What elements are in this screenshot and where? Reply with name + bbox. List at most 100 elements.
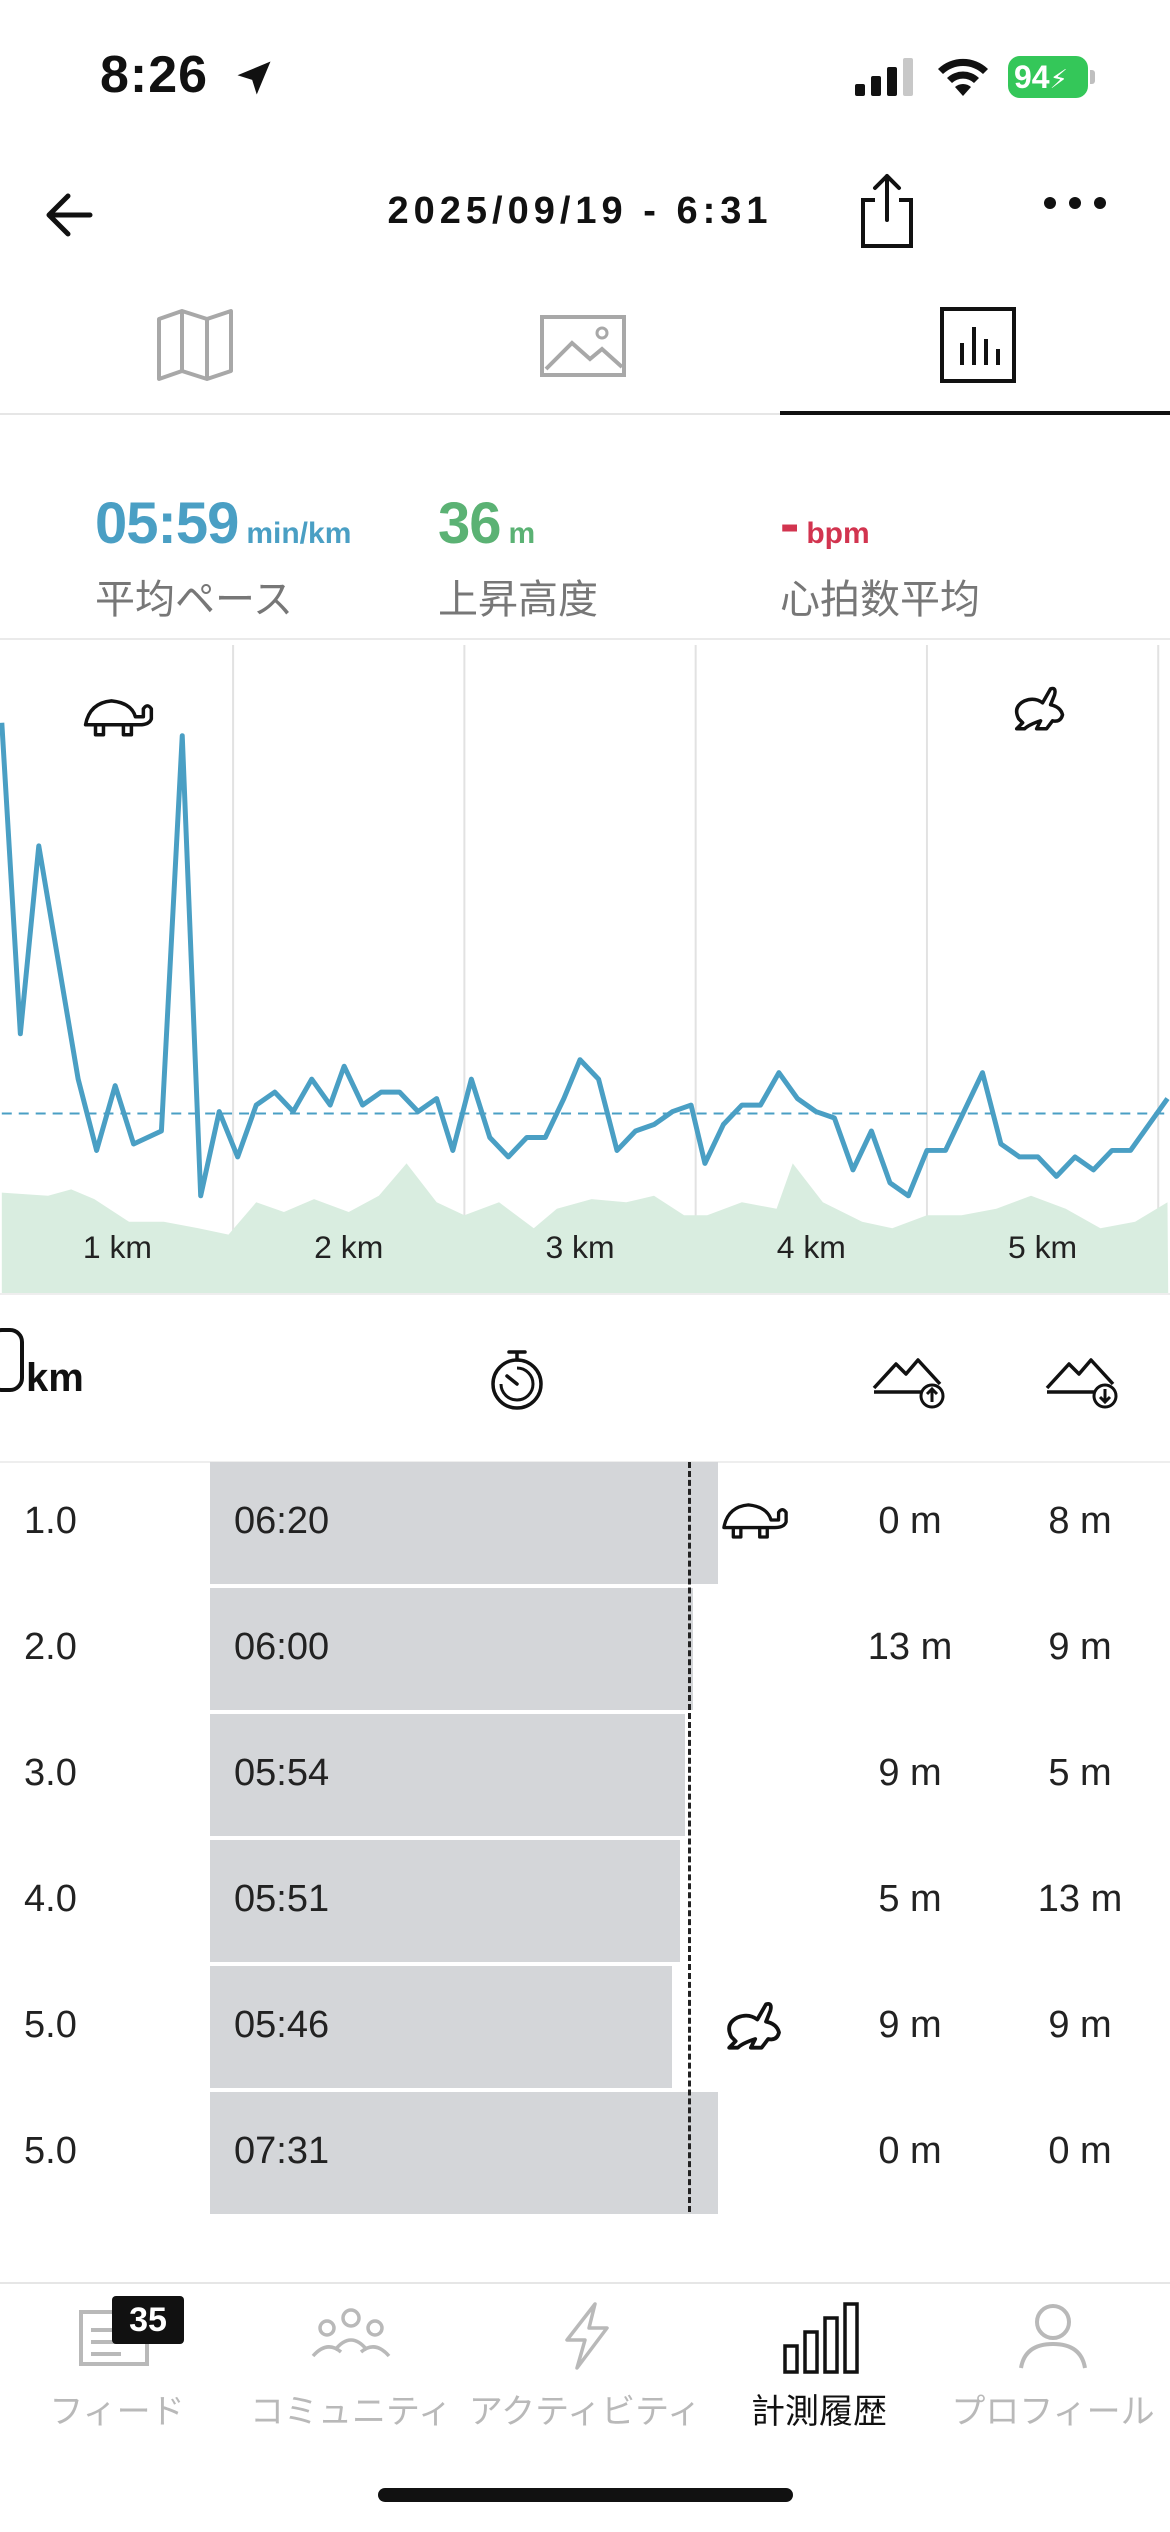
km-tick-label: 5 km bbox=[1008, 1229, 1077, 1265]
split-ascent: 5 m bbox=[878, 1878, 942, 1920]
km-column-header: km bbox=[26, 1356, 84, 1400]
community-label: コミュニティ bbox=[250, 2393, 452, 2431]
split-row: 3.0 05:54 9 m 5 m bbox=[0, 1714, 1170, 1840]
split-row: 5.0 05:46 9 m 9 m bbox=[0, 1966, 1170, 2092]
tab-community[interactable]: コミュニティ bbox=[234, 2284, 468, 2444]
average-split-line bbox=[688, 1462, 691, 2212]
profile-label: プロフィール bbox=[951, 2393, 1155, 2431]
split-time: 05:46 bbox=[234, 2004, 330, 2046]
split-pace-bar bbox=[210, 1588, 693, 1710]
profile-icon bbox=[1019, 2304, 1087, 2369]
tab-stats[interactable] bbox=[780, 285, 1170, 415]
split-row: 2.0 06:00 13 m 9 m bbox=[0, 1588, 1170, 1714]
avg-pace-value: 05:59 bbox=[95, 491, 239, 556]
wifi-icon bbox=[938, 58, 988, 96]
pace-line bbox=[0, 722, 1170, 1199]
split-time: 05:51 bbox=[234, 1878, 330, 1920]
split-descent: 9 m bbox=[1048, 1626, 1112, 1668]
tab-history[interactable]: 計測履歴 bbox=[702, 2284, 936, 2444]
battery-cap bbox=[1090, 70, 1095, 84]
home-indicator bbox=[378, 2488, 793, 2502]
avg-pace-label: 平均ペース bbox=[95, 578, 293, 622]
split-km: 2.0 bbox=[24, 1626, 77, 1668]
status-bar: 8:26 94⚡ bbox=[0, 0, 1170, 150]
cellular-signal-icon bbox=[855, 58, 913, 96]
stat-heart-rate: - bpm 心拍数平均 bbox=[780, 490, 980, 625]
ascent-value: 36 bbox=[438, 491, 502, 556]
split-row: 4.0 05:51 5 m 13 m bbox=[0, 1840, 1170, 1966]
map-icon bbox=[157, 309, 233, 381]
km-tick-label: 3 km bbox=[545, 1229, 614, 1265]
split-km: 5.0 bbox=[24, 2004, 77, 2046]
split-pace-bar bbox=[210, 2092, 718, 2214]
activity-label: アクティビティ bbox=[468, 2393, 702, 2431]
split-row: 1.0 06:20 0 m 8 m bbox=[0, 1462, 1170, 1588]
split-ascent: 9 m bbox=[878, 2004, 942, 2046]
elevation-area bbox=[1, 1163, 1169, 1293]
page-title: 2025/09/19 - 6:31 bbox=[387, 190, 773, 232]
split-ascent: 0 m bbox=[878, 1500, 942, 1542]
avg-pace-unit: min/km bbox=[246, 517, 352, 550]
tab-activity[interactable]: アクティビティ bbox=[468, 2284, 702, 2444]
pace-elevation-chart: 1 km 2 km 3 km 4 km 5 km bbox=[0, 645, 1170, 1295]
rabbit-fast-icon bbox=[1014, 686, 1065, 731]
split-time: 05:54 bbox=[234, 1752, 330, 1794]
tab-feed[interactable]: 35 フィード bbox=[0, 2284, 234, 2444]
split-ascent: 9 m bbox=[878, 1752, 942, 1794]
header: 2025/09/19 - 6:31 bbox=[0, 150, 1170, 275]
heart-rate-value: - bbox=[780, 491, 799, 556]
km-tick-label: 1 km bbox=[83, 1229, 152, 1265]
status-time: 8:26 bbox=[100, 46, 209, 104]
location-arrow-icon bbox=[237, 61, 271, 95]
view-tabs bbox=[0, 285, 1170, 415]
back-arrow-icon[interactable] bbox=[38, 180, 108, 250]
stat-avg-pace: 05:59 min/km 平均ペース bbox=[95, 490, 351, 625]
more-options-icon[interactable] bbox=[1040, 188, 1110, 218]
ascent-label: 上昇高度 bbox=[438, 578, 598, 622]
split-pace-bar bbox=[210, 1966, 672, 2088]
split-pace-bar bbox=[210, 1840, 680, 1962]
heart-rate-unit: bpm bbox=[806, 517, 870, 550]
km-tick-label: 2 km bbox=[314, 1229, 383, 1265]
split-row: 5.0 07:31 0 m 0 m bbox=[0, 2092, 1170, 2218]
split-descent: 8 m bbox=[1048, 1500, 1112, 1542]
split-descent: 9 m bbox=[1048, 2004, 1112, 2046]
split-ascent: 13 m bbox=[867, 1626, 953, 1668]
split-km: 3.0 bbox=[24, 1752, 77, 1794]
split-time: 06:20 bbox=[234, 1500, 330, 1542]
split-km: 4.0 bbox=[24, 1878, 77, 1920]
turtle-slow-icon bbox=[722, 1503, 788, 1539]
unit-toggle[interactable] bbox=[0, 1328, 24, 1392]
lightning-icon bbox=[565, 2302, 609, 2370]
stopwatch-icon bbox=[491, 1350, 543, 1410]
tab-map[interactable] bbox=[0, 285, 390, 415]
ascent-unit: m bbox=[508, 517, 536, 550]
bar-chart-icon bbox=[940, 307, 1016, 383]
feed-badge: 35 bbox=[112, 2296, 184, 2344]
splits-table-header: km bbox=[0, 1298, 1170, 1463]
tab-photo[interactable] bbox=[390, 285, 780, 415]
feed-label: フィード bbox=[49, 2393, 185, 2431]
community-icon bbox=[311, 2308, 391, 2358]
split-descent: 13 m bbox=[1037, 1878, 1123, 1920]
elevation-down-icon bbox=[1045, 1358, 1118, 1409]
split-km: 1.0 bbox=[24, 1500, 77, 1542]
history-bars-icon bbox=[783, 2302, 859, 2374]
split-descent: 0 m bbox=[1048, 2130, 1112, 2172]
split-time: 07:31 bbox=[234, 2130, 330, 2172]
rabbit-fast-icon bbox=[727, 2002, 781, 2050]
summary-stats: 05:59 min/km 平均ペース 36 m 上昇高度 - bpm 心拍数平均 bbox=[0, 480, 1170, 640]
image-icon bbox=[540, 315, 626, 377]
split-km: 5.0 bbox=[24, 2130, 77, 2172]
split-descent: 5 m bbox=[1048, 1752, 1112, 1794]
elevation-up-icon bbox=[872, 1358, 945, 1409]
km-tick-label: 4 km bbox=[777, 1229, 846, 1265]
stat-ascent: 36 m 上昇高度 bbox=[438, 490, 598, 625]
history-label: 計測履歴 bbox=[751, 2393, 887, 2431]
split-ascent: 0 m bbox=[878, 2130, 942, 2172]
tab-profile[interactable]: プロフィール bbox=[936, 2284, 1170, 2444]
share-icon[interactable] bbox=[855, 170, 919, 250]
split-pace-bar bbox=[210, 1714, 685, 1836]
battery-level: 94 bbox=[1014, 59, 1050, 95]
heart-rate-label: 心拍数平均 bbox=[780, 578, 980, 622]
